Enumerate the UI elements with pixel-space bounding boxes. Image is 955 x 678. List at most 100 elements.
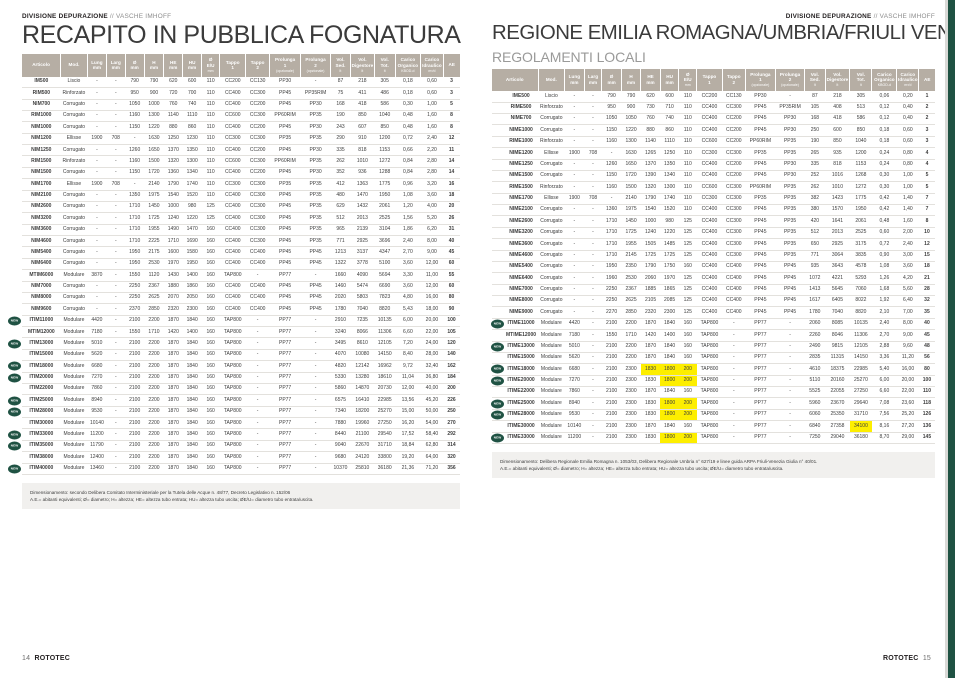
cell-ae: 12 — [918, 238, 935, 251]
cell-model: Liscio — [538, 91, 565, 103]
cell-value: 1500 — [144, 155, 164, 168]
cell-value: 1950 — [374, 190, 396, 203]
cell-value: 1710 — [125, 235, 145, 248]
cell-model: Corrugato — [538, 284, 565, 297]
cell-value: 110 — [678, 147, 697, 160]
cell-value: 1150 — [125, 121, 145, 134]
cell-value: 4,80 — [395, 292, 421, 305]
cell-value: - — [775, 409, 805, 422]
cell-value: 4420 — [87, 315, 107, 328]
cell-value: 87 — [330, 76, 351, 89]
cell-value: 16,00 — [420, 292, 444, 305]
cell-model: Modulare — [538, 363, 565, 376]
cell-value: TAP800 — [219, 417, 246, 430]
column-header-prolunga-11: Prolunga 1 (opzionale) — [269, 54, 302, 77]
new-badge-icon: NEW — [8, 396, 21, 406]
cell-value: - — [584, 386, 602, 399]
cell-value: 600 — [182, 76, 202, 89]
column-header-carico-17: Carico Idraulico m³/d — [420, 54, 444, 77]
cell-value: 7,08 — [871, 397, 897, 410]
cell-value: 1710 — [601, 238, 622, 251]
cell-value: 2060 — [640, 272, 661, 285]
page-spine — [477, 0, 479, 678]
cell-value: 8610 — [350, 337, 375, 350]
cell-model: Ellisse — [60, 178, 88, 191]
cell-value: 12,00 — [395, 383, 421, 396]
cell-value: CC130 — [722, 91, 746, 103]
cell-article: ITIM15000 — [22, 349, 61, 362]
cell-value: 708 — [106, 133, 126, 146]
cell-value: TAP800 — [219, 406, 246, 419]
cell-value: 290 — [330, 133, 351, 146]
cell-value: 7250 — [804, 432, 826, 444]
cell-value: 2175 — [144, 246, 164, 259]
cell-value: 2200 — [144, 406, 164, 419]
column-header-articolo-0: Articolo — [492, 68, 539, 92]
cell-value: 7,20 — [395, 337, 421, 350]
cell-value: 2,40 — [871, 318, 897, 331]
cell-value: PP35 — [300, 235, 331, 248]
cell-value: PP77 — [745, 386, 776, 399]
cell-value: PP77 — [745, 352, 776, 365]
cell-value: 2100 — [125, 360, 145, 373]
cell-model: Corrugato — [60, 201, 88, 214]
cell-ae: 10 — [918, 227, 935, 240]
cell-ae: 8 — [443, 110, 460, 123]
cell-value: 23670 — [825, 397, 850, 410]
cell-value: 2100 — [601, 318, 622, 331]
cell-value: 0,18 — [871, 124, 897, 137]
cell-article: NIME1500 — [492, 170, 539, 183]
cell-value: 708 — [584, 147, 602, 160]
cell-model: Rinforzato — [538, 136, 565, 149]
cell-value: PP30 — [300, 99, 331, 112]
cell-value: 64,00 — [420, 451, 444, 464]
cell-model: Modulare — [60, 383, 88, 396]
table-row: MTIME12000 Modulare 7180-1550 1710 1420 1400 1… — [492, 329, 935, 342]
cell-value: 1710 — [144, 326, 164, 339]
cell-value: 1370 — [640, 159, 661, 171]
cell-value: CC400 — [696, 170, 723, 183]
cell-ae: 250 — [443, 406, 460, 419]
cell-value: 1430 — [163, 269, 183, 282]
cell-value: - — [775, 397, 805, 410]
column-header-he-6: HE mm — [640, 68, 661, 92]
cell-value: 3495 — [330, 337, 351, 350]
table-row: NIM1200 Ellisse 1900 708-1630 1250 1230 110 CC3… — [22, 133, 460, 146]
cell-value: - — [87, 235, 107, 248]
cell-value: 1240 — [640, 227, 661, 240]
cell-value: PP45 — [269, 201, 301, 214]
cell-value: 1040 — [374, 110, 396, 123]
cell-model: Corrugato — [538, 159, 565, 171]
cell-value: CC400 — [696, 227, 723, 240]
cell-value: 160 — [678, 352, 697, 365]
table-row: NIME2100 Corrugato - -1360 1975 1540 1520 110 CC… — [492, 204, 935, 217]
cell-value: 1870 — [163, 428, 183, 441]
cell-value: TAP800 — [696, 341, 723, 353]
cell-value: 5645 — [825, 284, 850, 297]
cell-value: PP45 — [745, 113, 776, 126]
cell-value: 5,40 — [871, 363, 897, 376]
cell-value: 1870 — [163, 440, 183, 453]
cell-value: - — [300, 417, 331, 430]
cell-value: 2850 — [144, 303, 164, 316]
cell-article: NIME9000 — [492, 306, 539, 319]
cell-value: - — [584, 261, 602, 274]
cell-ae: 31 — [443, 224, 460, 237]
cell-value: - — [722, 420, 746, 433]
cell-value: 980 — [182, 201, 202, 214]
cell-value: 1870 — [640, 341, 661, 353]
cell-value: - — [106, 303, 126, 316]
cell-value: 50,00 — [420, 406, 444, 419]
cell-value: 1,00 — [896, 181, 919, 194]
cell-ae: 11 — [443, 144, 460, 157]
cell-value: PP35RIM — [300, 87, 331, 100]
cell-value: TAP800 — [696, 363, 723, 376]
cell-value: 3,30 — [395, 269, 421, 282]
table-row: RIM500 Rinforzato - -950 900 720 700 110 CC400 CC… — [22, 87, 460, 100]
cell-value: 3,60 — [896, 261, 919, 274]
cell-value: 1690 — [182, 235, 202, 248]
cell-ae: 1 — [918, 91, 935, 103]
cell-value: PP45 — [745, 261, 776, 274]
cell-value: 850 — [350, 110, 375, 123]
